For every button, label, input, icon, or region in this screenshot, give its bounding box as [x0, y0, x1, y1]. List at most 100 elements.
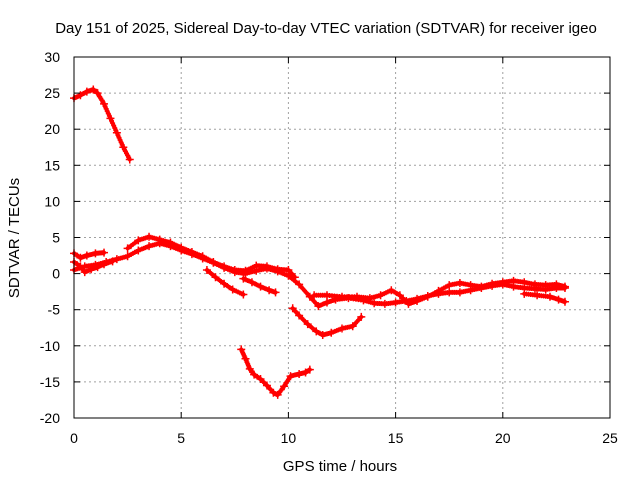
series-track-e: [123, 232, 299, 282]
data-point: [348, 322, 357, 331]
data-point: [262, 381, 271, 390]
data-point: [520, 278, 529, 287]
data-point: [305, 292, 314, 301]
data-point: [541, 281, 550, 290]
data-point: [108, 257, 117, 266]
data-point: [265, 286, 274, 295]
data-point: [100, 260, 109, 269]
y-tick-label: 10: [44, 193, 60, 209]
y-tick-label: 30: [44, 49, 60, 65]
data-point: [295, 369, 304, 378]
data-point: [187, 247, 196, 256]
y-tick-label: 20: [44, 121, 60, 137]
data-point: [91, 249, 100, 258]
series-track-f: [202, 265, 248, 299]
data-point: [295, 280, 304, 289]
data-point: [76, 262, 85, 271]
data-point: [520, 289, 529, 298]
series-track-g: [239, 274, 280, 297]
data-point: [100, 99, 109, 108]
x-axis-label: GPS time / hours: [283, 458, 397, 475]
data-point: [166, 238, 175, 247]
data-point: [237, 345, 246, 354]
data-point: [305, 365, 314, 374]
data-point: [145, 232, 154, 241]
data-point: [322, 291, 331, 300]
x-tick-label: 15: [388, 430, 404, 446]
data-point: [82, 251, 91, 260]
data-point: [545, 292, 554, 301]
y-tick-label: -5: [48, 302, 61, 318]
data-point: [488, 279, 497, 288]
series-track-a: [70, 85, 134, 164]
data-point: [256, 282, 265, 291]
data-point: [89, 85, 98, 94]
data-point: [247, 278, 256, 287]
data-point: [455, 288, 464, 297]
data-point: [134, 246, 143, 255]
data-point: [312, 327, 321, 336]
data-point: [560, 297, 569, 306]
series-track-b: [70, 239, 569, 311]
data-point: [239, 290, 248, 299]
data-point: [322, 298, 331, 307]
data-point: [119, 143, 128, 152]
data-point: [530, 280, 539, 289]
y-tick-label: -20: [40, 410, 60, 426]
x-tick-label: 25: [602, 430, 618, 446]
data-point: [220, 262, 229, 271]
data-point: [155, 235, 164, 244]
data-point: [552, 280, 561, 289]
data-point: [87, 265, 96, 274]
data-point: [280, 382, 289, 391]
data-point: [211, 273, 220, 282]
data-point: [290, 273, 299, 282]
data-point: [301, 368, 310, 377]
data-point: [273, 265, 282, 274]
series-track-d: [70, 257, 117, 277]
data-point: [303, 320, 312, 329]
data-point: [380, 299, 389, 308]
axis-ticks: 0 5 10 15 20 25 -20 -15 -10 -5 0 5 10 15 20 25 30: [40, 49, 618, 446]
y-tick-label: 5: [52, 230, 60, 246]
data-point: [466, 281, 475, 290]
series-track-c: [70, 248, 109, 262]
data-point: [252, 261, 261, 270]
data-point: [198, 252, 207, 261]
data-point: [76, 91, 85, 100]
y-tick-label: 0: [52, 266, 60, 282]
data-point: [338, 324, 346, 333]
data-point: [533, 291, 542, 300]
y-tick-label: 15: [44, 157, 60, 173]
data-point: [284, 265, 293, 274]
data-point: [239, 274, 248, 283]
data-point: [498, 278, 507, 287]
data-point: [230, 265, 239, 274]
y-tick-label: -15: [40, 374, 60, 390]
data-point: [391, 298, 400, 307]
data-point: [376, 291, 385, 300]
data-point: [404, 299, 413, 308]
data-point: [220, 279, 229, 288]
series-markers: [73, 240, 568, 309]
data-point: [434, 286, 443, 295]
data-point: [123, 244, 132, 253]
data-point: [423, 292, 432, 301]
data-point: [134, 236, 143, 245]
x-tick-label: 0: [70, 430, 78, 446]
x-tick-label: 20: [495, 430, 511, 446]
data-point: [370, 299, 379, 308]
data-point: [250, 370, 259, 379]
series-track-j: [310, 276, 569, 308]
y-axis-label: SDTVAR / TECUs: [6, 178, 23, 298]
data-point: [262, 262, 271, 271]
data-point: [112, 128, 121, 137]
data-point: [100, 248, 109, 257]
data-series: [70, 85, 569, 399]
data-point: [271, 288, 280, 297]
data-point: [245, 364, 254, 373]
series-track-k: [520, 289, 569, 306]
data-point: [310, 291, 319, 300]
grid: [74, 57, 610, 418]
